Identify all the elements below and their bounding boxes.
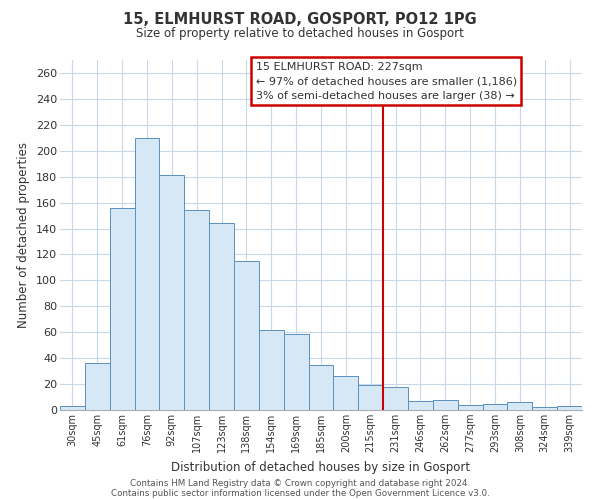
Bar xyxy=(482,404,508,410)
Text: Contains HM Land Registry data © Crown copyright and database right 2024.: Contains HM Land Registry data © Crown c… xyxy=(130,478,470,488)
Bar xyxy=(557,406,582,410)
Bar xyxy=(184,210,209,410)
X-axis label: Distribution of detached houses by size in Gosport: Distribution of detached houses by size … xyxy=(172,460,470,473)
Bar xyxy=(508,402,532,410)
Bar xyxy=(358,386,383,410)
Bar xyxy=(383,386,408,410)
Text: 15 ELMHURST ROAD: 227sqm
← 97% of detached houses are smaller (1,186)
3% of semi: 15 ELMHURST ROAD: 227sqm ← 97% of detach… xyxy=(256,62,517,100)
Bar xyxy=(259,330,284,410)
Y-axis label: Number of detached properties: Number of detached properties xyxy=(17,142,31,328)
Bar xyxy=(209,224,234,410)
Text: Size of property relative to detached houses in Gosport: Size of property relative to detached ho… xyxy=(136,28,464,40)
Bar xyxy=(308,364,334,410)
Bar xyxy=(160,176,184,410)
Bar xyxy=(532,408,557,410)
Bar xyxy=(284,334,308,410)
Bar xyxy=(433,400,458,410)
Bar xyxy=(85,364,110,410)
Bar xyxy=(334,376,358,410)
Bar xyxy=(408,401,433,410)
Bar xyxy=(234,261,259,410)
Bar xyxy=(134,138,160,410)
Text: Contains public sector information licensed under the Open Government Licence v3: Contains public sector information licen… xyxy=(110,488,490,498)
Bar xyxy=(458,405,482,410)
Text: 15, ELMHURST ROAD, GOSPORT, PO12 1PG: 15, ELMHURST ROAD, GOSPORT, PO12 1PG xyxy=(123,12,477,28)
Bar xyxy=(60,406,85,410)
Bar xyxy=(110,208,134,410)
